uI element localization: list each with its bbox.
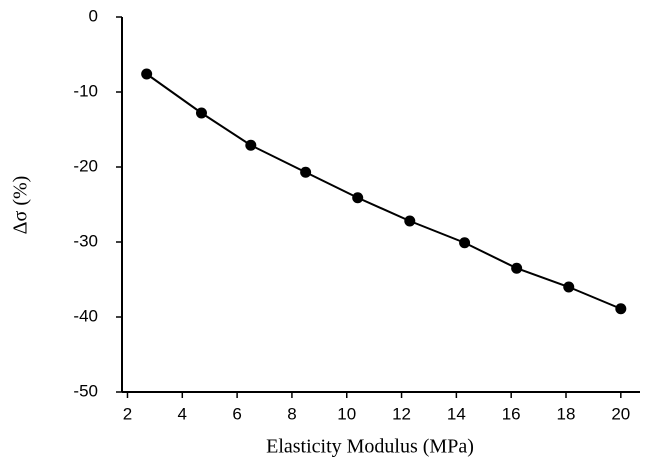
data-point bbox=[245, 139, 257, 151]
data-point bbox=[459, 237, 471, 249]
x-tick-label: 18 bbox=[557, 404, 576, 423]
x-tick-label: 2 bbox=[123, 404, 132, 423]
x-tick-label: 10 bbox=[337, 404, 356, 423]
data-point bbox=[404, 215, 416, 227]
x-tick-label: 4 bbox=[178, 404, 187, 423]
y-tick-label: -10 bbox=[73, 81, 98, 100]
y-tick-label: -30 bbox=[73, 231, 98, 250]
x-tick-label: 6 bbox=[232, 404, 241, 423]
data-point bbox=[300, 166, 312, 178]
y-tick-label: -50 bbox=[73, 381, 98, 400]
data-point bbox=[195, 107, 207, 119]
x-tick-label: 16 bbox=[502, 404, 521, 423]
y-tick-label: -20 bbox=[73, 156, 98, 175]
x-axis-title: Elasticity Modulus (MPa) bbox=[266, 436, 474, 458]
data-line bbox=[146, 73, 622, 310]
data-point bbox=[563, 281, 575, 293]
x-tick-label: 8 bbox=[287, 404, 296, 423]
x-tick-label: 20 bbox=[611, 404, 630, 423]
data-point bbox=[511, 262, 523, 274]
y-tick-label: 0 bbox=[89, 6, 98, 25]
x-tick-label: 12 bbox=[392, 404, 411, 423]
data-point bbox=[352, 192, 364, 204]
x-tick-label: 14 bbox=[447, 404, 466, 423]
data-point bbox=[141, 68, 153, 80]
data-point bbox=[615, 303, 627, 315]
y-tick-label: -40 bbox=[73, 306, 98, 325]
y-axis-title: Δσ (%) bbox=[10, 176, 32, 235]
